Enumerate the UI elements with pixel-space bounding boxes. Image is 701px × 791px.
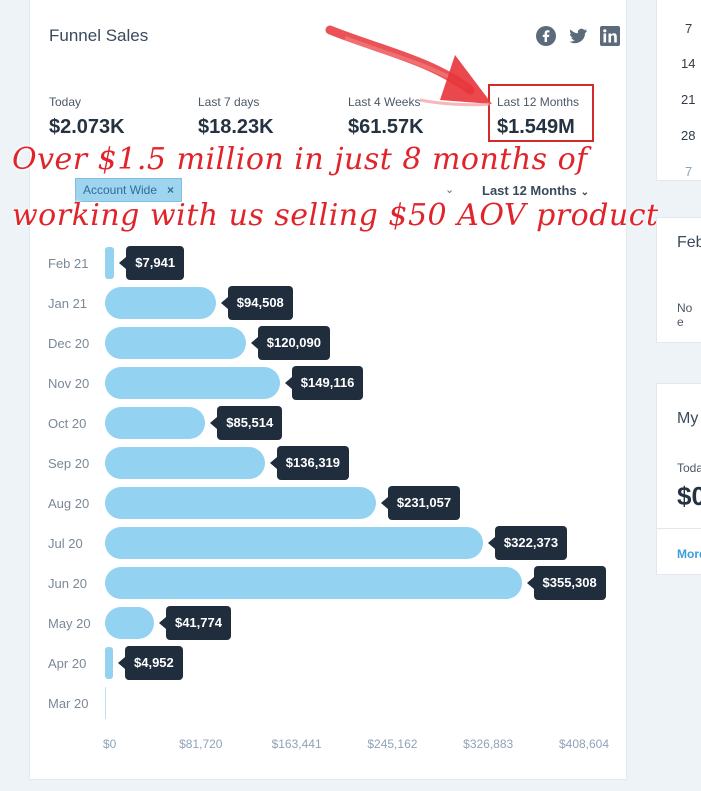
period-select[interactable]: Last 12 Months ⌄ xyxy=(482,183,589,198)
chart-row: Jun 20 $355,308 xyxy=(0,564,701,604)
stat-label: Last 7 days xyxy=(198,95,260,109)
highlight-box xyxy=(488,84,594,142)
chart-bar[interactable] xyxy=(105,487,376,519)
chart-value-tooltip: $136,319 xyxy=(269,446,350,480)
chart-category-label: Jun 20 xyxy=(48,576,88,591)
stat-label: Last 4 Weeks xyxy=(348,95,421,109)
chart-row: Oct 20 $85,514 xyxy=(0,404,701,444)
chart-bar[interactable] xyxy=(105,407,206,439)
stat-last-7-days: Last 7 days $18.23K xyxy=(198,95,274,139)
chart-value-tooltip: $355,308 xyxy=(526,566,606,600)
chart-category-label: Apr 20 xyxy=(48,656,87,671)
chart-bar[interactable] xyxy=(105,647,113,679)
chip-label: Account Wide xyxy=(83,183,158,197)
chart-category-label: Nov 20 xyxy=(48,376,90,391)
chart-value-tooltip: $120,090 xyxy=(250,326,330,360)
chart-bar[interactable] xyxy=(105,367,280,399)
chart-category-label: Aug 20 xyxy=(48,496,90,511)
chart-category-label: Jan 21 xyxy=(48,296,88,311)
stat-value: $18.23K xyxy=(198,116,274,138)
calendar-day[interactable]: 21 xyxy=(681,92,696,107)
chart-row: Feb 21 $7,941 xyxy=(0,244,701,284)
stat-last-12-months: Last 12 Months $1.549M xyxy=(497,95,579,139)
stat-label: Today xyxy=(49,95,82,109)
divider xyxy=(657,528,701,529)
x-axis-tick-label: $81,720 xyxy=(179,737,223,751)
chart-row: Aug 20 $231,057 xyxy=(0,484,701,524)
x-axis-tick-label: $326,883 xyxy=(463,737,514,751)
card-title: Funnel Sales xyxy=(49,26,149,45)
my-stats-card xyxy=(656,383,701,575)
more-link[interactable]: More xyxy=(677,547,701,561)
chart-row: Apr 20 $4,952 xyxy=(0,644,701,684)
chart-bar[interactable] xyxy=(105,567,522,599)
chart-category-label: May 20 xyxy=(48,616,91,631)
close-icon[interactable]: × xyxy=(167,183,175,197)
chart-bar[interactable] xyxy=(105,687,106,719)
stat-value: $2.073K xyxy=(49,116,125,138)
chart-value-tooltip: $85,514 xyxy=(210,406,283,440)
annotation-text-line-2: working with us selling $50 AOV product. xyxy=(12,198,669,233)
account-wide-filter-chip[interactable]: Account Wide × xyxy=(75,178,183,202)
my-card-value: $0 xyxy=(677,481,701,511)
calendar-card xyxy=(656,0,701,181)
x-axis-tick-label: $163,441 xyxy=(271,737,322,751)
chart-row: Dec 20 $120,090 xyxy=(0,324,701,364)
chart-bar[interactable] xyxy=(105,447,265,479)
chart-bar[interactable] xyxy=(105,327,246,359)
chart-value-tooltip: $7,941 xyxy=(119,246,185,280)
twitter-icon[interactable] xyxy=(568,26,588,46)
chart-category-label: Jul 20 xyxy=(48,536,83,551)
events-card-title: Feb xyxy=(677,234,701,251)
x-axis-tick-label: $408,604 xyxy=(558,737,610,751)
chart-value-tooltip: $94,508 xyxy=(220,286,293,320)
chart-value-tooltip: $231,057 xyxy=(380,486,461,520)
chart-value-tooltip: $149,116 xyxy=(284,366,364,400)
chart-value-tooltip: $4,952 xyxy=(118,646,183,680)
chart-row: Jul 20 $322,373 xyxy=(0,524,701,564)
chevron-down-icon[interactable]: ⌄ xyxy=(445,184,455,196)
chart-row: Jan 21 $94,508 xyxy=(0,284,701,324)
chart-bar[interactable] xyxy=(105,607,154,639)
chart-row: Mar 20 xyxy=(0,684,701,724)
chart-row: May 20 $41,774 xyxy=(0,604,701,644)
chart-bar[interactable] xyxy=(105,527,483,559)
facebook-icon[interactable] xyxy=(536,26,556,46)
chart-row: Nov 20 $149,116 xyxy=(0,364,701,404)
calendar-day[interactable]: 7 xyxy=(685,21,693,36)
chart-category-label: Mar 20 xyxy=(48,696,89,711)
chart-value-tooltip: $41,774 xyxy=(158,606,231,640)
calendar-day[interactable]: 7 xyxy=(685,164,693,179)
events-card-text: No e xyxy=(677,301,693,329)
stat-value: $61.57K xyxy=(348,116,424,138)
chart-category-label: Feb 21 xyxy=(48,256,89,271)
chart-category-label: Oct 20 xyxy=(48,416,87,431)
calendar-day[interactable]: 28 xyxy=(681,128,696,143)
x-axis-tick-label: $0 xyxy=(103,737,117,751)
period-label: Last 12 Months xyxy=(482,183,577,198)
my-card-title: My xyxy=(677,410,699,427)
my-card-label: Toda xyxy=(677,461,701,475)
chart-category-label: Dec 20 xyxy=(48,336,90,351)
chart-row: Sep 20 $136,319 xyxy=(0,444,701,484)
stat-label: Last 12 Months xyxy=(497,95,580,109)
chart-value-tooltip: $322,373 xyxy=(487,526,568,560)
events-card xyxy=(656,217,701,343)
stat-value: $1.549M xyxy=(497,116,575,138)
chart-bar[interactable] xyxy=(105,287,216,319)
x-axis-tick-label: $245,162 xyxy=(367,737,418,751)
stat-today: Today $2.073K xyxy=(49,95,125,139)
chevron-down-icon: ⌄ xyxy=(580,187,590,198)
chart-bar[interactable] xyxy=(105,247,115,279)
calendar-day[interactable]: 14 xyxy=(681,56,696,71)
chart-category-label: Sep 20 xyxy=(48,456,90,471)
annotation-arrow-icon xyxy=(325,25,492,107)
stat-last-4-weeks: Last 4 Weeks $61.57K xyxy=(348,95,424,139)
annotation-text-line-1: Over $1.5 million in just 8 months of xyxy=(12,142,588,177)
linkedin-icon[interactable] xyxy=(600,26,620,46)
